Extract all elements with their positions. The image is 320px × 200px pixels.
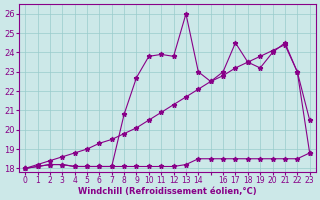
- X-axis label: Windchill (Refroidissement éolien,°C): Windchill (Refroidissement éolien,°C): [78, 187, 257, 196]
